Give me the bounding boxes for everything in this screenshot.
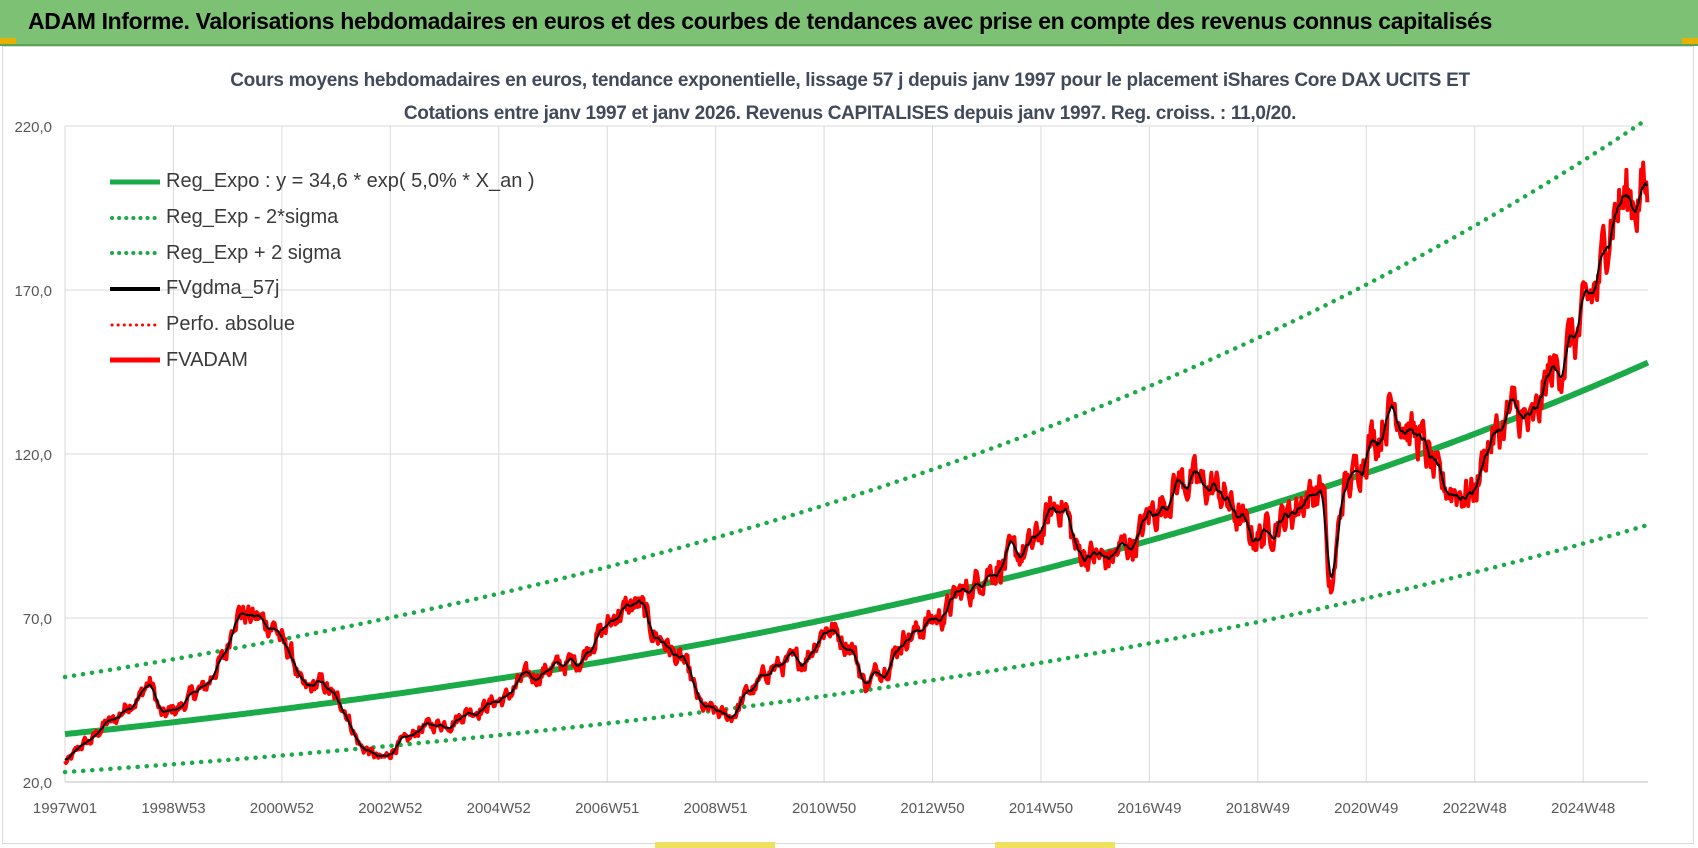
x-tick-label: 2022W48 [1443, 800, 1507, 817]
y-tick-label: 20,0 [23, 775, 52, 792]
chart-frame [2, 46, 1694, 844]
series-reg-expo [64, 359, 1650, 738]
legend-swatch-reg-plus [110, 251, 160, 256]
x-tick-label: 2004W52 [467, 800, 531, 817]
report-banner: ADAM Informe. Valorisations hebdomadaire… [0, 0, 1698, 46]
x-tick-label: 1998W53 [141, 800, 205, 817]
legend-label-fvadam: FVADAM [166, 348, 248, 371]
x-axis-ticks: 1997W01 1998W53 2000W52 2002W52 2004W52 2006W… [33, 800, 1615, 817]
legend-label-reg-plus: Reg_Exp + 2 sigma [166, 241, 342, 264]
x-tick-label: 2012W50 [900, 800, 964, 817]
series-layer [62, 116, 1651, 775]
chart-title: Cours moyens hebdomadaires en euros, ten… [230, 70, 1470, 91]
x-tick-label: 2008W51 [684, 800, 748, 817]
x-tick-label: 2010W50 [792, 800, 856, 817]
legend-item-reg-plus: Reg_Exp + 2 sigma [110, 235, 535, 271]
x-tick-label: 2000W52 [250, 800, 314, 817]
banner-corner-right [1682, 38, 1698, 44]
legend-label-reg-expo: Reg_Expo : y = 34,6 * exp( 5,0% * X_an ) [166, 170, 535, 193]
chart-legend: Reg_Expo : y = 34,6 * exp( 5,0% * X_an )… [110, 164, 535, 378]
legend-label-fvgdma: FVgdma_57j [166, 277, 280, 300]
banner-corner-left [0, 38, 16, 44]
x-tick-label: 2020W49 [1334, 800, 1398, 817]
grid-lines [64, 125, 1648, 783]
x-tick-label: 2016W49 [1117, 800, 1181, 817]
banner-title: ADAM Informe. Valorisations hebdomadaire… [28, 8, 1493, 34]
legend-item-perfo: Perfo. absolue [110, 307, 535, 343]
y-tick-label: 120,0 [14, 447, 52, 464]
series-reg-exp-minus-2sigma [62, 522, 1651, 775]
chart-subtitle: Cotations entre janv 1997 et janv 2026. … [403, 103, 1297, 124]
series-fvgdma-57j [64, 181, 1648, 761]
x-tick-label: 2002W52 [358, 800, 422, 817]
x-tick-label: 2014W50 [1009, 800, 1073, 817]
x-tick-label: 2018W49 [1226, 800, 1290, 817]
y-axis-ticks: 220,0 170,0 120,0 70,0 20,0 [14, 119, 52, 792]
legend-item-fvgdma: FVgdma_57j [110, 271, 535, 307]
x-tick-label: 1997W01 [33, 800, 97, 817]
legend-label-perfo: Perfo. absolue [166, 313, 295, 336]
y-tick-label: 220,0 [14, 119, 52, 136]
bottom-strip-right [995, 842, 1115, 848]
legend-label-reg-minus: Reg_Exp - 2*sigma [166, 206, 339, 229]
legend-item-reg-expo: Reg_Expo : y = 34,6 * exp( 5,0% * X_an ) [110, 164, 535, 200]
legend-item-reg-minus: Reg_Exp - 2*sigma [110, 200, 535, 236]
series-reg-exp-plus-2sigma [62, 116, 1651, 680]
legend-swatch-fvadam [110, 357, 160, 363]
legend-swatch-fvgdma [110, 286, 160, 291]
legend-swatch-reg-expo [110, 179, 160, 185]
y-tick-label: 70,0 [23, 611, 52, 628]
legend-item-fvadam: FVADAM [110, 342, 535, 378]
y-tick-label: 170,0 [14, 283, 52, 300]
x-tick-label: 2024W48 [1551, 800, 1615, 817]
legend-swatch-perfo [110, 323, 160, 327]
x-tick-label: 2006W51 [575, 800, 639, 817]
bottom-strip-left [655, 842, 775, 848]
legend-swatch-reg-minus [110, 215, 160, 220]
